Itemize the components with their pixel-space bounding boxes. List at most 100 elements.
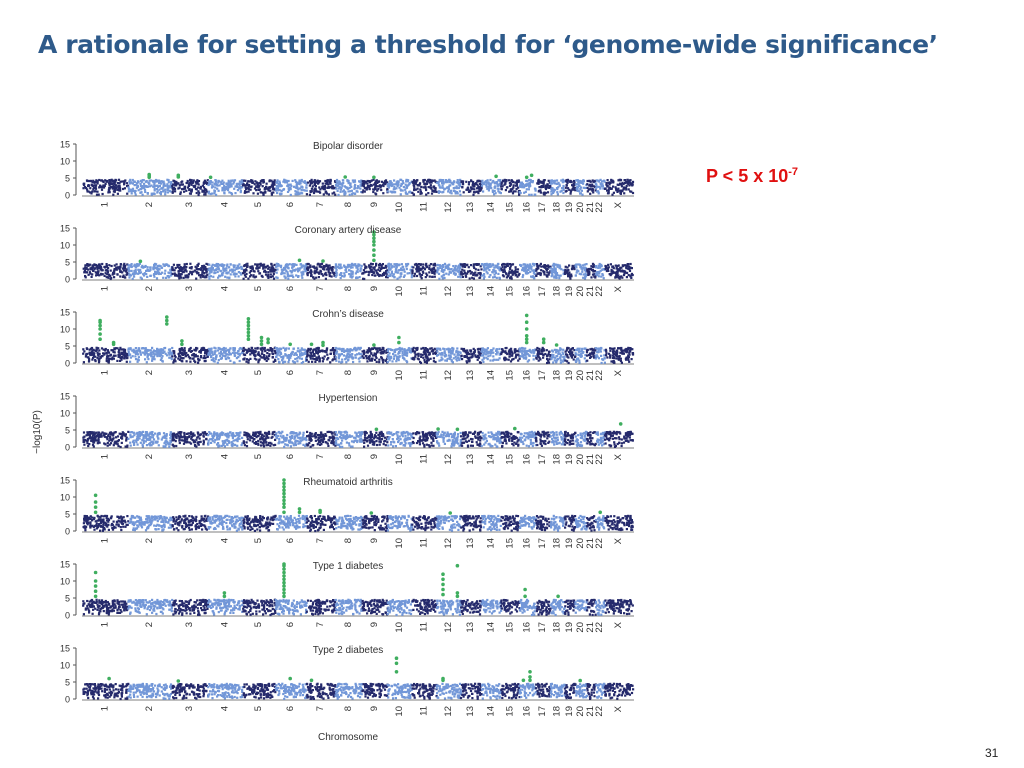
- association-point: [280, 192, 283, 195]
- association-point: [300, 271, 303, 274]
- association-point: [221, 347, 224, 351]
- association-point: [212, 357, 215, 360]
- association-point: [150, 184, 153, 187]
- association-point: [105, 352, 108, 355]
- association-point: [448, 180, 451, 183]
- association-point: [387, 263, 390, 266]
- association-point: [339, 265, 342, 268]
- association-point: [380, 180, 383, 183]
- association-point: [139, 188, 142, 191]
- association-point: [264, 273, 268, 276]
- association-point: [229, 353, 232, 356]
- association-point: [425, 188, 428, 192]
- association-point: [566, 269, 569, 272]
- association-point: [174, 360, 177, 363]
- association-point: [181, 351, 184, 354]
- chromosome-points-3: [171, 346, 210, 364]
- association-point: [395, 360, 398, 363]
- association-point: [91, 351, 94, 354]
- association-point: [196, 264, 199, 267]
- association-point: [600, 275, 603, 278]
- association-point: [152, 352, 155, 355]
- association-point: [216, 263, 220, 266]
- association-point: [419, 360, 422, 363]
- association-point: [447, 273, 450, 276]
- association-point: [350, 270, 353, 273]
- association-point: [459, 267, 462, 270]
- association-point: [131, 182, 134, 185]
- association-point: [509, 189, 512, 192]
- association-point: [332, 272, 335, 275]
- association-point: [262, 267, 265, 270]
- association-point: [278, 182, 281, 185]
- association-point: [292, 276, 295, 279]
- association-point: [630, 190, 633, 193]
- association-point: [122, 187, 125, 191]
- association-point: [244, 275, 247, 278]
- association-point: [525, 272, 528, 275]
- association-point: [102, 352, 105, 355]
- association-point: [338, 273, 341, 276]
- association-point: [593, 270, 597, 273]
- association-point: [540, 265, 543, 268]
- association-point: [500, 185, 503, 188]
- association-point: [620, 185, 623, 188]
- association-point: [100, 179, 103, 182]
- association-point: [574, 187, 577, 190]
- association-point: [544, 184, 547, 187]
- association-point: [390, 270, 393, 273]
- association-point: [84, 264, 87, 267]
- association-point: [162, 276, 165, 279]
- association-point: [350, 276, 353, 279]
- association-point: [414, 355, 417, 358]
- association-point: [123, 262, 126, 265]
- association-point: [524, 190, 527, 193]
- association-point: [183, 263, 186, 266]
- association-point: [217, 276, 220, 279]
- association-point: [500, 188, 503, 191]
- association-point: [100, 347, 104, 350]
- chromosome-tick-label: 19: [564, 286, 575, 297]
- association-point: [297, 188, 300, 191]
- association-point: [404, 192, 408, 195]
- association-point: [134, 358, 138, 361]
- association-point: [215, 355, 218, 358]
- association-point: [542, 184, 545, 187]
- association-point: [411, 350, 414, 353]
- association-point: [179, 269, 182, 272]
- association-point: [575, 183, 579, 186]
- association-point: [186, 186, 190, 189]
- association-point: [268, 353, 271, 356]
- association-point: [419, 192, 422, 195]
- association-point: [528, 264, 532, 267]
- association-point: [95, 179, 98, 182]
- chromosome-points-11: [411, 262, 437, 280]
- association-point: [193, 355, 196, 358]
- association-point: [620, 275, 623, 278]
- association-point: [405, 359, 408, 363]
- association-point: [551, 189, 554, 192]
- association-point: [333, 353, 336, 356]
- association-point: [400, 184, 403, 187]
- association-point: [372, 188, 375, 191]
- association-point: [450, 192, 453, 195]
- association-point: [280, 264, 283, 267]
- association-point: [626, 180, 629, 183]
- association-point: [270, 179, 273, 182]
- association-point: [532, 271, 535, 274]
- association-point: [384, 359, 387, 362]
- association-point: [509, 277, 512, 280]
- association-point: [375, 264, 378, 267]
- association-point: [136, 264, 139, 268]
- chromosome-points-10: [386, 262, 414, 280]
- association-point: [315, 347, 318, 350]
- association-point: [95, 271, 98, 275]
- association-point: [433, 351, 436, 355]
- association-point: [362, 352, 365, 355]
- association-point: [145, 272, 148, 276]
- association-point: [313, 352, 316, 356]
- association-point: [135, 183, 138, 186]
- association-point: [166, 183, 169, 186]
- association-point: [201, 348, 204, 351]
- association-point: [494, 272, 497, 275]
